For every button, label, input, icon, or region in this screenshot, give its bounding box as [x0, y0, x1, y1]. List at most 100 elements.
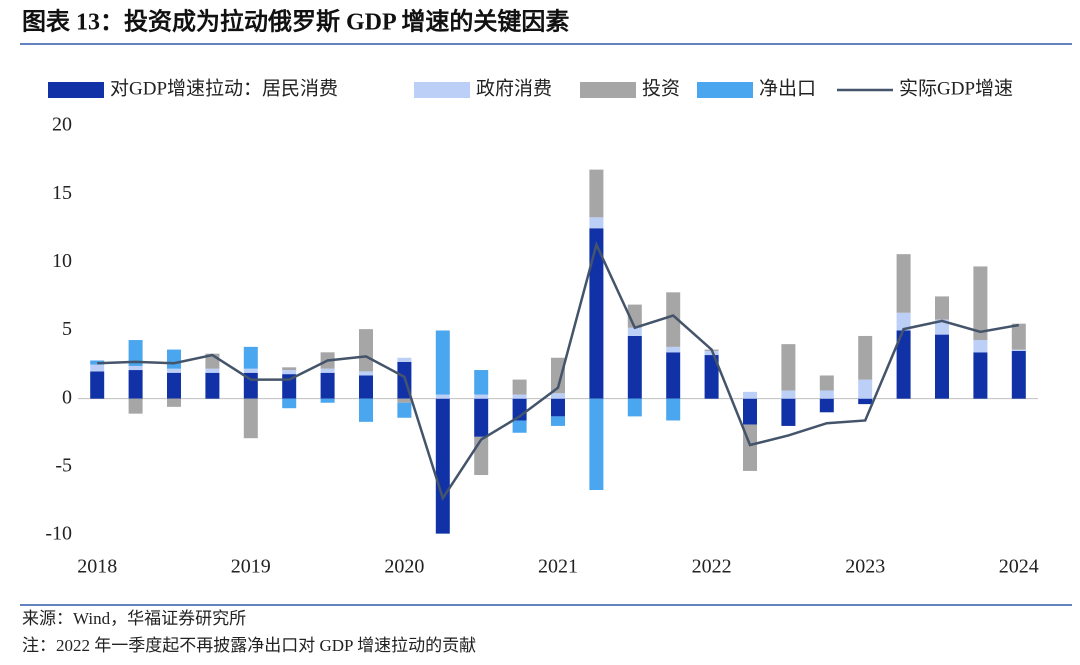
bar [858, 379, 873, 399]
bar [589, 228, 604, 399]
bar [666, 352, 681, 399]
bar [512, 420, 527, 433]
bar [896, 330, 911, 399]
line [97, 240, 1020, 502]
legend-swatch [697, 82, 753, 98]
bar [819, 375, 834, 391]
bar [435, 398, 450, 534]
chart-title: 图表 13：投资成为拉动俄罗斯 GDP 增速的关键因素 [22, 8, 569, 36]
bar [359, 329, 373, 372]
bar [397, 357, 412, 362]
y-tick-label: 10 [52, 250, 72, 272]
bar [743, 398, 757, 425]
bar [320, 372, 335, 399]
bar [935, 334, 949, 399]
bar [359, 371, 373, 376]
bar [627, 327, 642, 336]
bar [397, 398, 412, 403]
x-tick-label: 2023 [845, 556, 885, 578]
bar [320, 398, 335, 403]
bar [666, 398, 681, 421]
y-tick-label: 15 [52, 182, 72, 204]
bar [781, 398, 796, 426]
bar [781, 344, 796, 391]
bar [704, 350, 719, 356]
bar [512, 394, 527, 399]
source: 来源：Wind，华福证券研究所 [22, 609, 246, 628]
x-tick-label: 2018 [77, 556, 117, 578]
bar [282, 370, 297, 375]
bar [589, 398, 604, 491]
bar [128, 370, 143, 399]
x-tick-label: 2024 [999, 556, 1039, 578]
bar [167, 368, 181, 373]
bar [205, 372, 220, 399]
bar [896, 254, 911, 313]
x-tick-label: 2019 [231, 556, 271, 578]
bar [128, 365, 143, 371]
x-tick-label: 2020 [384, 556, 424, 578]
y-tick-label: 0 [62, 386, 72, 408]
bar [551, 393, 565, 399]
bar [474, 394, 489, 399]
bar [819, 398, 834, 413]
legend-label: 投资 [642, 77, 680, 99]
bar [896, 312, 911, 331]
bar [1011, 349, 1026, 351]
bar [935, 296, 949, 320]
bar [128, 398, 143, 414]
bar [435, 330, 450, 395]
legend-swatch [48, 82, 104, 98]
bar [167, 349, 181, 369]
bar [973, 340, 988, 353]
bar [743, 391, 757, 399]
bar [128, 340, 143, 366]
x-tick-label: 2022 [692, 556, 732, 578]
bar [1011, 350, 1026, 399]
y-tick-label: 20 [52, 114, 72, 136]
y-tick-label: -10 [45, 523, 72, 545]
bar [474, 370, 489, 395]
bar [589, 217, 604, 229]
bar [627, 398, 642, 417]
bar [666, 292, 681, 347]
bar [474, 398, 489, 437]
bar [282, 367, 297, 371]
bar [282, 398, 297, 409]
bar [627, 335, 642, 399]
legend-label: 对GDP增速拉动：居民消费 [110, 77, 338, 99]
legend-swatch [414, 82, 470, 98]
bar [551, 416, 565, 426]
y-tick-label: 5 [62, 318, 72, 340]
bar [397, 402, 412, 418]
bar [781, 390, 796, 399]
bar [858, 398, 873, 405]
bar [359, 398, 373, 422]
bar [90, 364, 105, 372]
bar [359, 375, 373, 399]
bar [243, 398, 258, 439]
bar [973, 352, 988, 399]
note: 注：2022 年一季度起不再披露净出口对 GDP 增速拉动的贡献 [22, 636, 476, 655]
bar [704, 355, 719, 399]
bar [935, 319, 949, 335]
bar [205, 368, 220, 373]
bar [551, 398, 565, 417]
legend-swatch [580, 82, 636, 98]
bar [474, 436, 489, 476]
bar [512, 379, 527, 395]
bar [1011, 323, 1026, 350]
bar [167, 372, 181, 399]
bar [551, 357, 565, 394]
bar [666, 346, 681, 353]
bar [243, 346, 258, 369]
bar [435, 394, 450, 399]
bar [973, 266, 988, 341]
x-tick-label: 2021 [538, 556, 578, 578]
legend-label: 政府消费 [476, 77, 552, 99]
bar [819, 390, 834, 399]
bar [589, 169, 604, 218]
bar [90, 371, 105, 399]
bar [167, 398, 181, 407]
